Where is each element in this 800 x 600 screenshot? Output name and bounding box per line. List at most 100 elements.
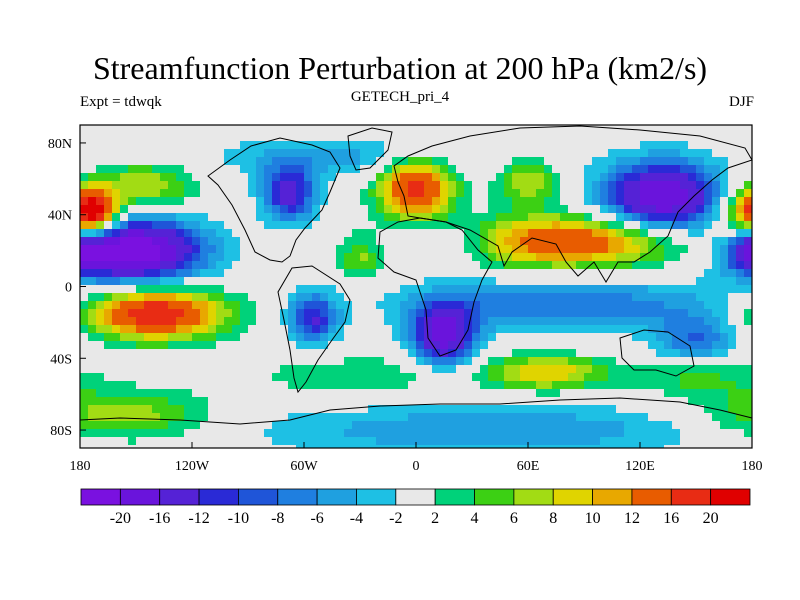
field-cell — [120, 309, 129, 318]
field-cell — [312, 157, 321, 166]
field-cell — [376, 237, 385, 246]
field-cell — [272, 293, 281, 302]
field-cell — [464, 237, 473, 246]
field-cell — [264, 341, 273, 350]
field-cell — [304, 381, 313, 390]
field-cell — [320, 133, 329, 142]
field-cell — [424, 397, 433, 406]
field-cell — [368, 205, 377, 214]
field-cell — [336, 253, 345, 262]
field-cell — [128, 165, 137, 174]
field-cell — [104, 229, 113, 238]
field-cell — [88, 309, 97, 318]
field-cell — [664, 421, 673, 430]
field-cell — [584, 293, 593, 302]
field-cell — [464, 333, 473, 342]
field-cell — [272, 237, 281, 246]
field-cell — [288, 229, 297, 238]
colorbar-box — [159, 488, 200, 506]
field-cell — [120, 277, 129, 286]
field-cell — [88, 357, 97, 366]
field-cell — [88, 325, 97, 334]
field-cell — [624, 149, 633, 158]
field-cell — [696, 189, 705, 198]
field-cell — [616, 197, 625, 206]
field-cell — [120, 349, 129, 358]
field-cell — [608, 301, 617, 310]
field-cell — [744, 341, 753, 350]
field-cell — [352, 389, 361, 398]
field-cell — [648, 437, 657, 446]
field-cell — [704, 157, 713, 166]
field-cell — [152, 349, 161, 358]
field-cell — [648, 277, 657, 286]
field-cell — [352, 413, 361, 422]
field-cell — [712, 365, 721, 374]
field-cell — [592, 357, 601, 366]
field-cell — [656, 181, 665, 190]
field-cell — [520, 253, 529, 262]
field-cell — [248, 413, 257, 422]
field-cell — [664, 437, 673, 446]
field-cell — [600, 157, 609, 166]
field-cell — [360, 157, 369, 166]
field-cell — [208, 181, 217, 190]
field-cell — [528, 253, 537, 262]
field-cell — [704, 149, 713, 158]
field-cell — [464, 429, 473, 438]
field-cell — [520, 237, 529, 246]
field-cell — [648, 317, 657, 326]
field-cell — [152, 365, 161, 374]
field-cell — [336, 181, 345, 190]
field-cell — [152, 237, 161, 246]
field-cell — [704, 133, 713, 142]
field-cell — [208, 237, 217, 246]
field-cell — [576, 373, 585, 382]
field-cell — [376, 293, 385, 302]
field-cell — [264, 405, 273, 414]
field-cell — [504, 213, 513, 222]
field-cell — [416, 237, 425, 246]
field-cell — [368, 413, 377, 422]
field-cell — [112, 277, 121, 286]
field-cell — [664, 373, 673, 382]
field-cell — [624, 333, 633, 342]
field-cell — [656, 149, 665, 158]
field-cell — [368, 149, 377, 158]
field-cell — [208, 309, 217, 318]
field-cell — [512, 301, 521, 310]
field-cell — [560, 205, 569, 214]
field-cell — [616, 373, 625, 382]
field-cell — [432, 173, 441, 182]
field-cell — [224, 205, 233, 214]
field-cell — [360, 237, 369, 246]
field-cell — [728, 269, 737, 278]
field-cell — [400, 237, 409, 246]
field-cell — [656, 373, 665, 382]
field-cell — [672, 413, 681, 422]
field-cell — [200, 309, 209, 318]
field-cell — [168, 357, 177, 366]
field-cell — [288, 341, 297, 350]
field-cell — [144, 413, 153, 422]
field-cell — [656, 309, 665, 318]
field-cell — [80, 213, 89, 222]
field-cell — [712, 437, 721, 446]
field-cell — [552, 253, 561, 262]
field-cell — [128, 333, 137, 342]
field-cell — [400, 221, 409, 230]
field-cell — [456, 397, 465, 406]
field-cell — [208, 253, 217, 262]
field-cell — [736, 165, 745, 174]
field-cell — [488, 197, 497, 206]
field-cell — [136, 285, 145, 294]
field-cell — [704, 317, 713, 326]
field-cell — [736, 429, 745, 438]
field-cell — [496, 133, 505, 142]
field-cell — [632, 125, 641, 134]
field-cell — [80, 157, 89, 166]
field-cell — [624, 133, 633, 142]
field-cell — [560, 245, 569, 254]
field-cell — [488, 357, 497, 366]
field-cell — [200, 277, 209, 286]
